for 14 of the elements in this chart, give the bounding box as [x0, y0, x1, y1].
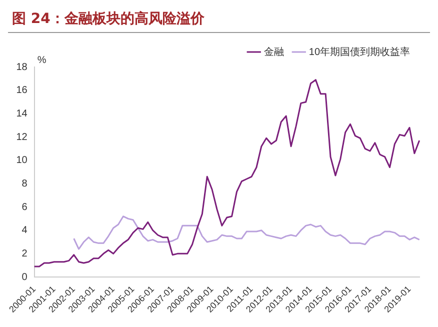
- y-tick-label: 12: [16, 132, 28, 143]
- legend-label: 10年期国债到期收益率: [308, 46, 410, 58]
- y-tick-label: 8: [22, 178, 28, 190]
- y-tick-label: 6: [22, 202, 28, 213]
- y-tick-label: 14: [16, 108, 28, 120]
- y-tick-label: 16: [16, 85, 28, 96]
- legend-label: 金融: [264, 46, 284, 58]
- y-tick-label: 4: [22, 225, 28, 236]
- chart-title: 图 24：金融板块的高风险溢价: [8, 8, 430, 33]
- y-tick-label: 18: [16, 62, 28, 73]
- y-tick-label: 10: [16, 155, 28, 166]
- y-tick-label: 0: [22, 272, 28, 283]
- y-tick-label: 2: [22, 248, 28, 260]
- y-axis-title: %: [37, 54, 46, 66]
